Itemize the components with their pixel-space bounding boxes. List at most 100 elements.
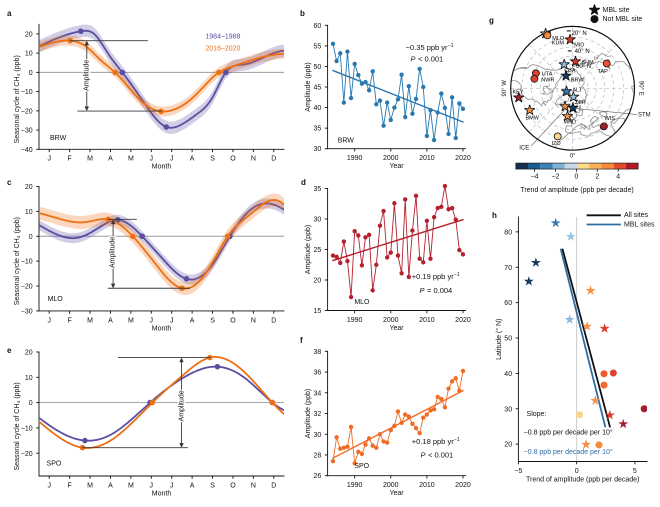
svg-text:< 0.001: < 0.001 [428,451,453,460]
svg-text:M: M [128,482,134,489]
svg-text:M: M [87,156,93,163]
svg-text:f: f [300,336,303,345]
svg-text:F: F [67,482,71,489]
svg-text:−40: −40 [21,147,33,154]
svg-text:−0.8 ppb per decade per 10°: −0.8 ppb per decade per 10° [524,429,613,437]
svg-text:M: M [128,317,134,324]
svg-text:2016–2020: 2016–2020 [205,46,240,53]
svg-text:S e a s: S e a s o n a l c y c l e o f C H ( p [6,378,23,471]
svg-text:0: 0 [29,234,33,241]
svg-text:1990: 1990 [347,482,363,489]
svg-text:WIS: WIS [605,116,616,122]
svg-text:A: A [190,317,195,324]
svg-text:35: 35 [314,186,322,193]
svg-text:Trend of amplitude (ppb per de: Trend of amplitude (ppb per decade) [526,476,639,483]
svg-text:−20: −20 [21,284,33,291]
svg-text:30: 30 [314,217,322,224]
svg-text:MHD: MHD [564,120,577,126]
svg-text:BRW: BRW [338,138,355,145]
svg-text:10: 10 [25,209,33,216]
svg-text:90° W: 90° W [502,80,508,97]
svg-text:−20: −20 [21,108,33,115]
svg-text:CBA: CBA [564,68,576,74]
svg-text:ICE: ICE [519,146,529,152]
svg-text:Year: Year [389,163,404,170]
svg-text:Amplitude: Amplitude [84,60,91,91]
svg-text:M: M [128,156,134,163]
svg-text:D: D [271,156,276,163]
svg-text:0: 0 [29,70,33,77]
svg-text:J: J [170,156,174,163]
svg-text:20: 20 [25,184,33,191]
svg-text:Amplitude (ppb): Amplitude (ppb) [305,62,312,111]
svg-text:A: A [190,482,195,489]
svg-text:32: 32 [314,411,322,418]
svg-text:40: 40 [314,105,322,112]
svg-text:MID: MID [574,43,584,49]
svg-text:−20: −20 [21,451,33,458]
svg-text:a: a [7,9,12,18]
svg-text:Amplitude (ppb): Amplitude (ppb) [305,389,312,438]
svg-text:Not MBL site: Not MBL site [603,16,643,23]
svg-text:Latitude (° N): Latitude (° N) [495,319,503,360]
svg-text:J: J [47,317,51,324]
svg-text:N: N [251,156,256,163]
svg-text:P: P [419,286,424,295]
svg-text:2020: 2020 [455,317,471,324]
svg-text:O: O [230,317,236,324]
svg-text:1990: 1990 [347,317,363,324]
svg-text:Year: Year [389,325,404,332]
svg-text:M: M [87,482,93,489]
svg-text:< 0.001: < 0.001 [418,54,443,63]
svg-text:55: 55 [314,43,322,50]
svg-text:KUM: KUM [552,40,565,46]
svg-text:A: A [108,482,113,489]
svg-text:10: 10 [25,375,33,382]
svg-text:Year: Year [389,490,404,497]
svg-text:50: 50 [504,336,512,343]
svg-text:Month: Month [152,164,172,171]
svg-text:34: 34 [314,390,322,397]
svg-text:80: 80 [504,229,512,236]
svg-text:0: 0 [29,400,33,407]
svg-text:All sites: All sites [624,212,649,219]
svg-text:c: c [7,178,12,187]
svg-text:F: F [67,156,71,163]
svg-text:0: 0 [575,468,579,475]
svg-text:−10: −10 [21,89,33,96]
svg-text:60: 60 [314,23,322,30]
svg-text:25: 25 [314,247,322,254]
svg-text:2010: 2010 [419,482,435,489]
svg-text:30: 30 [504,406,512,413]
svg-text:d: d [301,178,306,187]
svg-text:−10: −10 [21,259,33,266]
svg-text:30: 30 [314,432,322,439]
svg-text:50: 50 [314,64,322,71]
svg-text:1990: 1990 [347,155,363,162]
svg-text:−0.8 ppb per decade per 10°: −0.8 ppb per decade per 10° [524,448,613,456]
svg-text:15: 15 [314,308,322,315]
svg-text:Trend of amplitude (ppb per de: Trend of amplitude (ppb per decade) [520,187,633,194]
svg-text:Amplitude: Amplitude [178,390,185,421]
svg-text:26: 26 [314,473,322,480]
svg-text:60: 60 [504,300,512,307]
svg-text:TAP: TAP [598,69,609,75]
svg-text:S e a s: S e a s o n a l c y c l e o f C H ( p [6,213,23,306]
svg-text:KEY: KEY [513,89,524,95]
svg-text:ZEP: ZEP [575,100,586,106]
svg-text:BRW: BRW [50,135,67,142]
svg-text:−30: −30 [21,128,33,135]
svg-text:D: D [271,482,276,489]
svg-text:A: A [190,156,195,163]
svg-text:4: 4 [616,173,620,180]
svg-text:2020: 2020 [455,482,471,489]
svg-text:−4: −4 [531,173,539,180]
svg-text:F: F [67,317,71,324]
svg-text:20: 20 [314,278,322,285]
svg-text:40: 40 [504,371,512,378]
svg-text:ALT: ALT [572,88,582,94]
svg-text:M: M [87,317,93,324]
svg-text:MBL sites: MBL sites [624,221,655,228]
svg-text:O: O [230,156,236,163]
svg-text:0: 0 [574,173,578,180]
